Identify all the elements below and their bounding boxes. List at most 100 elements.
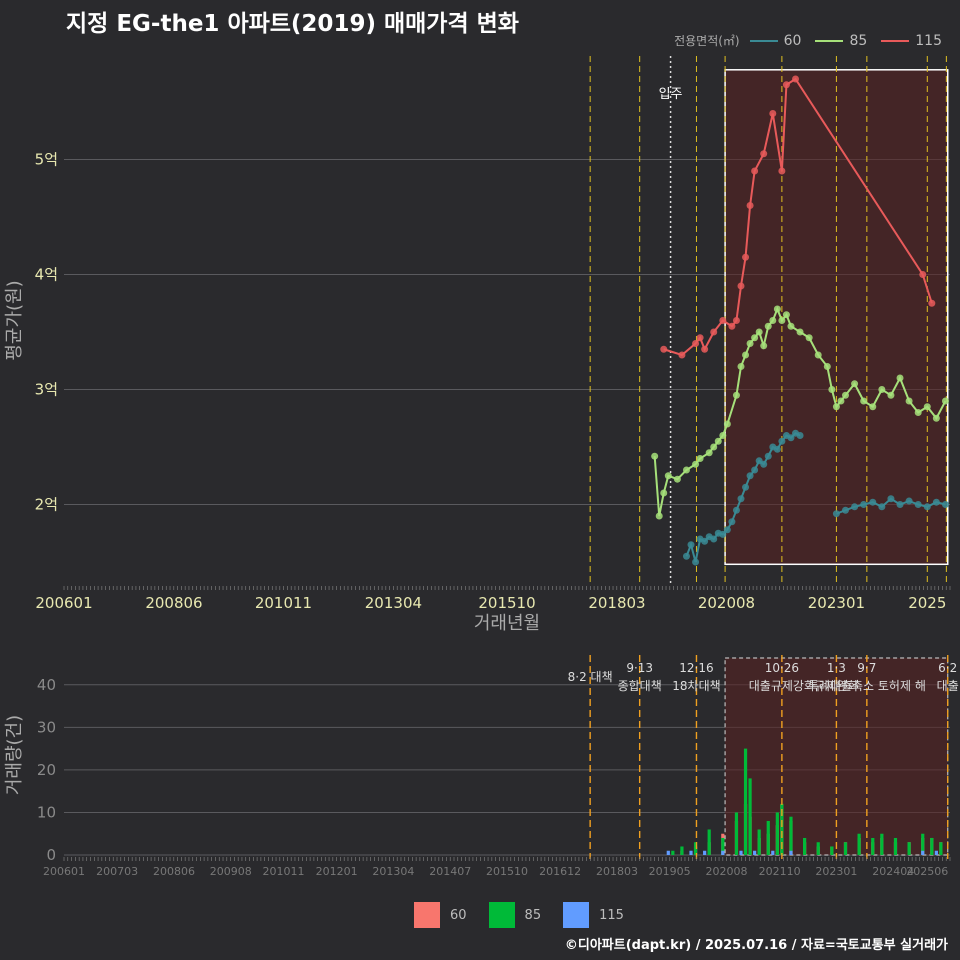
x-tick-label-bottom: 201803 — [596, 865, 638, 878]
price-point-85 — [778, 317, 786, 324]
price-point-60 — [787, 434, 795, 442]
volume-bar-85 — [775, 812, 779, 855]
x-tick-label-bottom: 200908 — [210, 865, 252, 878]
price-point-85 — [732, 391, 740, 399]
volume-bar-115 — [666, 850, 670, 855]
policy-label: 대출 — [937, 679, 959, 693]
price-point-115 — [928, 299, 936, 307]
price-point-85 — [746, 340, 754, 347]
volume-bar-115 — [689, 850, 693, 855]
price-point-85 — [696, 455, 704, 462]
price-point-60 — [751, 466, 759, 474]
chart-title: 지정 EG-the1 아파트(2019) 매매가격 변화 — [66, 11, 519, 37]
y-tick-label-bottom: 40 — [37, 676, 56, 694]
price-point-115 — [760, 150, 768, 158]
price-point-85 — [796, 328, 804, 336]
price-point-60 — [737, 495, 745, 503]
price-point-115 — [737, 282, 745, 290]
x-tick-label-bottom: 200601 — [43, 865, 85, 878]
legend-title: 전용면적(㎡) — [674, 34, 740, 48]
x-tick-label-bottom: 202110 — [759, 865, 801, 878]
price-point-60 — [692, 558, 700, 566]
volume-bar-115 — [703, 850, 707, 855]
y-tick-label-top: 3억 — [35, 381, 58, 399]
price-point-60 — [860, 501, 868, 508]
x-tick-label-bottom: 202506 — [906, 865, 948, 878]
price-point-85 — [714, 437, 722, 445]
volume-bar-85 — [671, 850, 675, 855]
price-point-85 — [782, 311, 790, 319]
legend-top: 전용면적(㎡) 60 85 115 — [674, 32, 950, 49]
price-point-115 — [719, 317, 727, 324]
price-point-115 — [746, 202, 754, 209]
legend-label-85: 85 — [849, 32, 868, 49]
price-point-85 — [760, 342, 768, 350]
x-tick-label-top: 201803 — [588, 594, 645, 612]
volume-bar-85 — [880, 833, 884, 855]
price-point-85 — [742, 351, 750, 359]
policy-date-label: 9·7 — [857, 661, 876, 675]
y-tick-label-bottom: 10 — [37, 803, 56, 821]
y-tick-label-bottom: 0 — [46, 846, 56, 864]
price-point-85 — [773, 305, 781, 313]
x-tick-label-bottom: 201201 — [316, 865, 358, 878]
price-point-115 — [769, 110, 777, 117]
price-point-85 — [914, 409, 922, 416]
legend-bottom-label-115: 115 — [599, 907, 624, 923]
price-point-85 — [941, 397, 949, 405]
price-point-115 — [678, 351, 686, 359]
legend-swatch-85 — [815, 39, 844, 42]
price-point-85 — [887, 391, 895, 399]
price-point-115 — [696, 334, 704, 342]
volume-bar-85 — [721, 837, 725, 855]
policy-date-label: 8·2 대책 — [568, 669, 613, 684]
volume-bar-85 — [680, 846, 684, 855]
policy-date-label: 9·13 — [626, 661, 653, 675]
price-point-85 — [814, 351, 822, 359]
x-tick-label-top: 201011 — [255, 594, 312, 612]
price-point-85 — [837, 397, 845, 405]
volume-bar-85 — [757, 829, 761, 855]
volume-bar-85 — [816, 842, 820, 855]
price-point-85 — [878, 386, 886, 393]
price-point-85 — [832, 403, 840, 411]
volume-bar-85 — [766, 820, 770, 855]
price-point-115 — [692, 340, 700, 347]
price-point-85 — [905, 397, 913, 405]
price-point-60 — [896, 501, 904, 508]
x-axis-title-top: 거래년월 — [474, 613, 540, 634]
price-point-60 — [878, 503, 886, 511]
price-point-60 — [773, 445, 781, 453]
price-point-60 — [887, 495, 895, 503]
price-point-85 — [655, 512, 663, 520]
price-point-85 — [710, 443, 718, 451]
price-point-85 — [651, 452, 659, 460]
policy-label: 종합대책 — [618, 678, 662, 693]
price-point-85 — [673, 475, 681, 483]
legend-box-60 — [414, 902, 440, 928]
price-point-60 — [710, 535, 718, 543]
volume-bar-85 — [789, 816, 793, 855]
volume-bar-85 — [939, 842, 943, 855]
price-point-85 — [896, 374, 904, 382]
y-tick-label-bottom: 30 — [37, 718, 56, 736]
price-point-115 — [728, 322, 736, 330]
legend-box-115 — [563, 902, 590, 928]
policy-date-label: 6·2 — [938, 661, 957, 675]
price-point-85 — [841, 391, 849, 399]
price-point-85 — [755, 328, 763, 336]
x-tick-label-bottom: 202301 — [815, 865, 857, 878]
price-point-60 — [742, 483, 750, 491]
legend-label-115: 115 — [915, 32, 942, 49]
price-point-85 — [828, 386, 836, 393]
x-tick-label-top: 202008 — [698, 594, 755, 612]
y-tick-label-top: 2억 — [35, 496, 58, 514]
x-tick-label-bottom: 202404 — [872, 865, 914, 878]
legend-bottom-label-60: 60 — [450, 907, 467, 923]
legend-bottom: 60 85 115 — [414, 902, 636, 928]
price-point-115 — [751, 167, 759, 175]
volume-bar-115 — [789, 850, 793, 855]
volume-bar-115 — [739, 850, 743, 855]
x-tick-label-top: 201510 — [478, 594, 535, 612]
price-point-85 — [723, 420, 731, 428]
